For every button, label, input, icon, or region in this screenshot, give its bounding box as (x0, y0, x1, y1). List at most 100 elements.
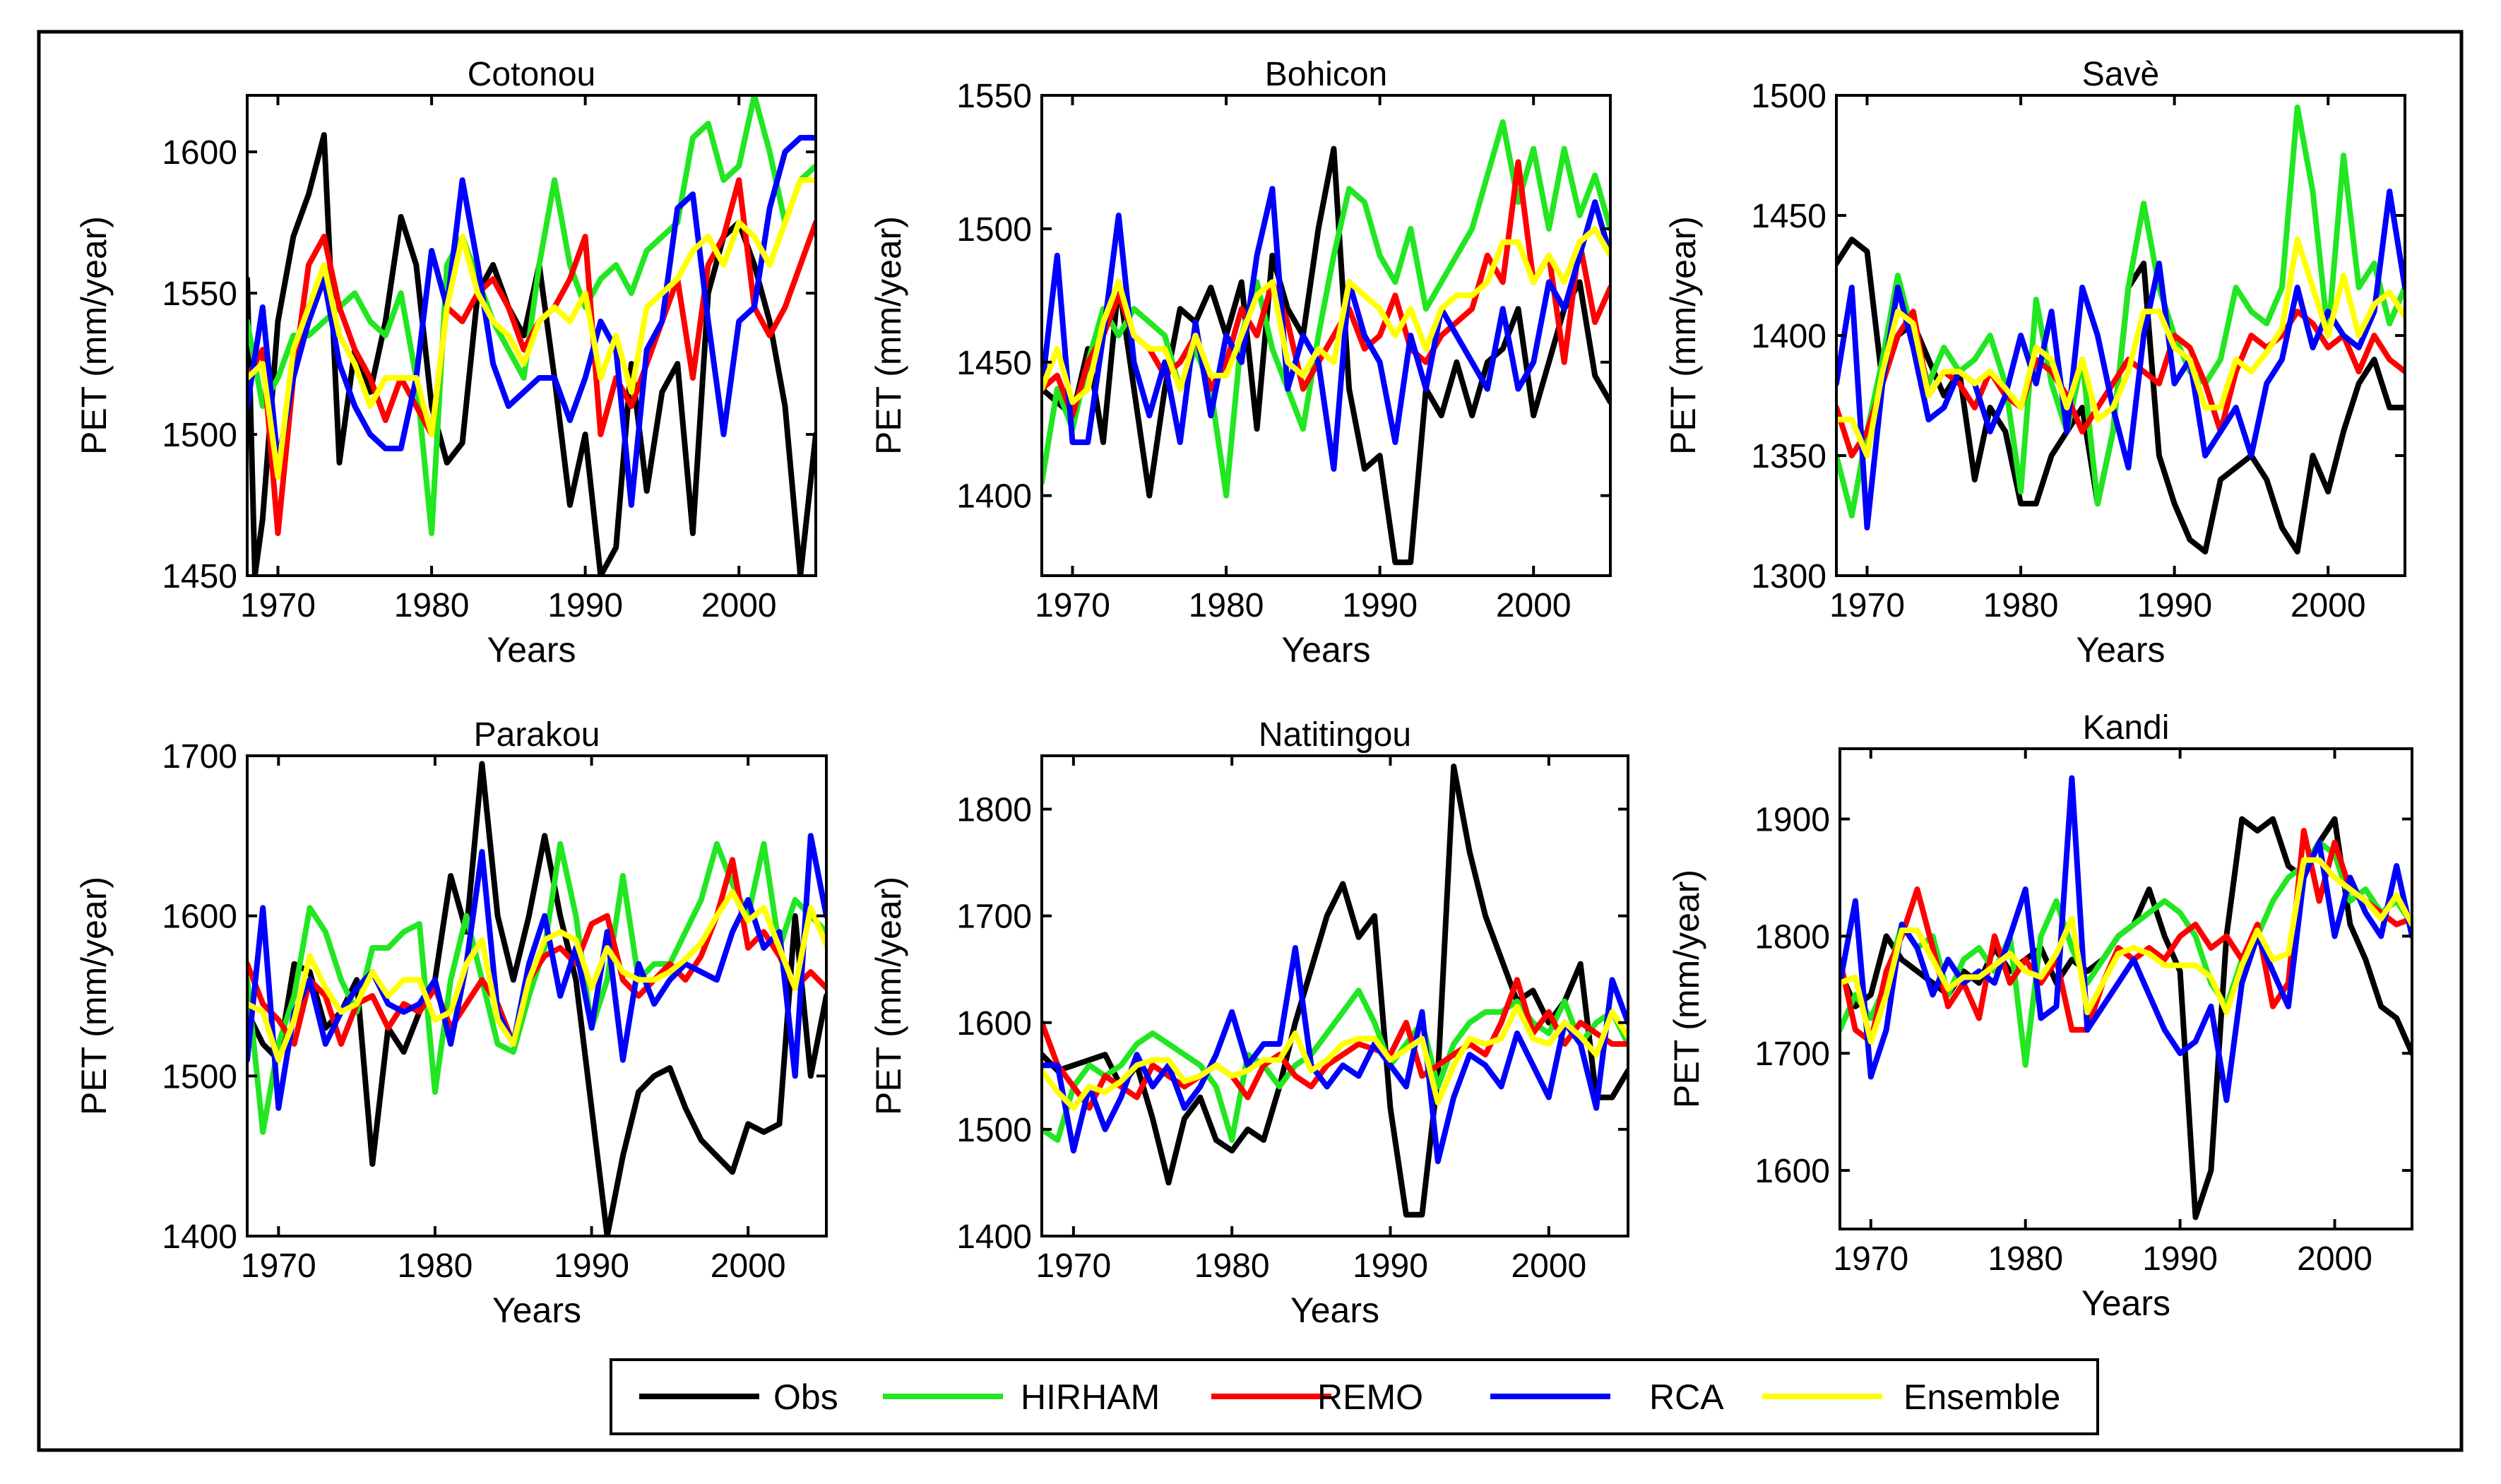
y-tick-label: 1500 (956, 1112, 1032, 1149)
y-axis-label: PET (mm/year) (74, 877, 114, 1115)
y-axis-label: PET (mm/year) (1663, 216, 1703, 455)
x-tick-label: 1980 (398, 1247, 473, 1285)
y-tick-label: 1500 (956, 211, 1032, 249)
x-tick-label: 1990 (2137, 587, 2212, 624)
chart-title: Bohicon (1265, 56, 1387, 93)
legend-item-obs: Obs (639, 1377, 838, 1417)
y-axis-label: PET (mm/year) (1667, 869, 1706, 1108)
series-rca-line (1836, 189, 2405, 530)
y-tick-label: 1550 (956, 78, 1032, 115)
series-ensemble-line (1042, 1004, 1628, 1111)
x-tick-label: 2000 (711, 1247, 786, 1285)
series-hirham-line (1836, 105, 2405, 518)
legend: Obs HIRHAM REMO RCA Ensemble (610, 1358, 2099, 1435)
series-remo-line (1042, 977, 1628, 1111)
plot-area (1042, 756, 1628, 1236)
y-axis-label: PET (mm/year) (869, 216, 908, 455)
y-tick-label: 1450 (956, 345, 1032, 382)
x-tick-label: 1970 (1829, 587, 1905, 624)
y-tick-label: 1800 (1754, 918, 1830, 956)
legend-item-ensemble: Ensemble (1762, 1377, 2060, 1417)
chart-title: Cotonou (468, 56, 595, 93)
chart-title: Savè (2082, 56, 2159, 93)
y-tick-label: 1400 (1751, 318, 1826, 355)
axes-box (1838, 747, 2413, 1230)
x-tick-label: 1970 (240, 587, 316, 624)
x-tick-label: 2000 (701, 587, 777, 624)
legend-item-hirham: HIRHAM (883, 1377, 1160, 1417)
x-tick-label: 1990 (547, 587, 623, 624)
series-ensemble-line (1836, 237, 2405, 458)
x-tick-label: 1980 (1189, 587, 1264, 624)
y-tick-label: 1350 (1751, 438, 1826, 475)
x-axis-label: Years (2081, 1283, 2170, 1323)
axes-box (246, 754, 828, 1237)
chart-kandi: 1970 1980 1990 2000 1600 1700 1800 1900 Kandi Yea… (1667, 709, 2413, 1323)
series-rca-line (1042, 945, 1628, 1165)
y-tick-label: 1600 (956, 1005, 1032, 1043)
y-tick-label: 1900 (1754, 802, 1830, 839)
plot-area (1840, 749, 2412, 1229)
y-tick-label: 1400 (956, 478, 1032, 516)
x-axis-label: Years (487, 630, 576, 670)
series-rca-line (1042, 186, 1610, 472)
y-tick-label: 1500 (162, 1058, 237, 1096)
y-tick-label: 1800 (956, 792, 1032, 829)
y-tick-label: 1700 (956, 898, 1032, 936)
x-axis-label: Years (492, 1290, 581, 1330)
x-tick-label: 1980 (1983, 587, 2059, 624)
y-tick-label: 1450 (162, 558, 237, 595)
x-tick-label: 1970 (1035, 587, 1110, 624)
x-axis-label: Years (2076, 630, 2165, 670)
axes-box (1040, 754, 1629, 1237)
x-tick-label: 2000 (2297, 1240, 2372, 1278)
legend-label: Obs (773, 1377, 838, 1417)
y-tick-label: 1600 (1754, 1153, 1830, 1190)
chart-parakou: 1970 1980 1990 2000 1400 1500 1600 1700 Parakou Y… (74, 716, 828, 1330)
series-ensemble-line (247, 177, 816, 480)
chart-natitingou: 1970 1980 1990 2000 1400 1500 1600 1700 1800 Nati… (869, 716, 1629, 1330)
y-tick-label: 1400 (956, 1218, 1032, 1256)
series-hirham-line (247, 95, 816, 536)
x-tick-label: 1990 (1342, 587, 1418, 624)
y-tick-label: 1300 (1751, 558, 1826, 595)
series-remo-line (247, 857, 826, 1047)
x-tick-label: 1970 (1833, 1240, 1908, 1278)
y-tick-label: 1600 (162, 134, 237, 172)
y-axis-label: PET (mm/year) (869, 877, 908, 1115)
series-ensemble-line (247, 889, 826, 1063)
x-axis-label: Years (1281, 630, 1370, 670)
series-obs-line (1042, 764, 1628, 1218)
x-tick-label: 1980 (1988, 1240, 2063, 1278)
y-tick-label: 1500 (162, 417, 237, 454)
series-obs-line (1042, 146, 1610, 566)
x-axis-label: Years (1290, 1290, 1379, 1330)
series-rca-line (1840, 775, 2412, 1103)
x-tick-label: 2000 (2291, 587, 2366, 624)
x-tick-label: 1970 (241, 1247, 316, 1285)
chart-title: Natitingou (1259, 716, 1411, 754)
legend-item-remo: REMO (1211, 1377, 1423, 1417)
chart-title: Parakou (474, 716, 600, 754)
y-tick-label: 1600 (162, 898, 237, 936)
legend-label: Ensemble (1903, 1377, 2060, 1417)
series-rca-line (247, 135, 816, 508)
x-tick-label: 1990 (2142, 1240, 2218, 1278)
y-tick-label: 1450 (1751, 198, 1826, 235)
x-tick-label: 1980 (1194, 1247, 1270, 1285)
x-tick-label: 2000 (1511, 1247, 1586, 1285)
x-tick-label: 1990 (1353, 1247, 1428, 1285)
axes-box (246, 94, 817, 577)
chart-save: 1970 1980 1990 2000 1300 1350 1400 1450 1500 Savè… (1663, 56, 2406, 670)
y-tick-label: 1550 (162, 275, 237, 313)
y-tick-label: 1400 (162, 1218, 237, 1256)
legend-label: HIRHAM (1021, 1377, 1160, 1417)
axes-box (1040, 94, 1612, 577)
series-ensemble-line (1042, 225, 1610, 405)
x-tick-label: 1980 (394, 587, 470, 624)
legend-item-rca: RCA (1490, 1377, 1724, 1417)
plot-area (247, 756, 826, 1236)
chart-bohicon: 1970 1980 1990 2000 1400 1450 1500 1550 Bohicon Y… (869, 56, 1612, 670)
x-tick-label: 1970 (1035, 1247, 1111, 1285)
